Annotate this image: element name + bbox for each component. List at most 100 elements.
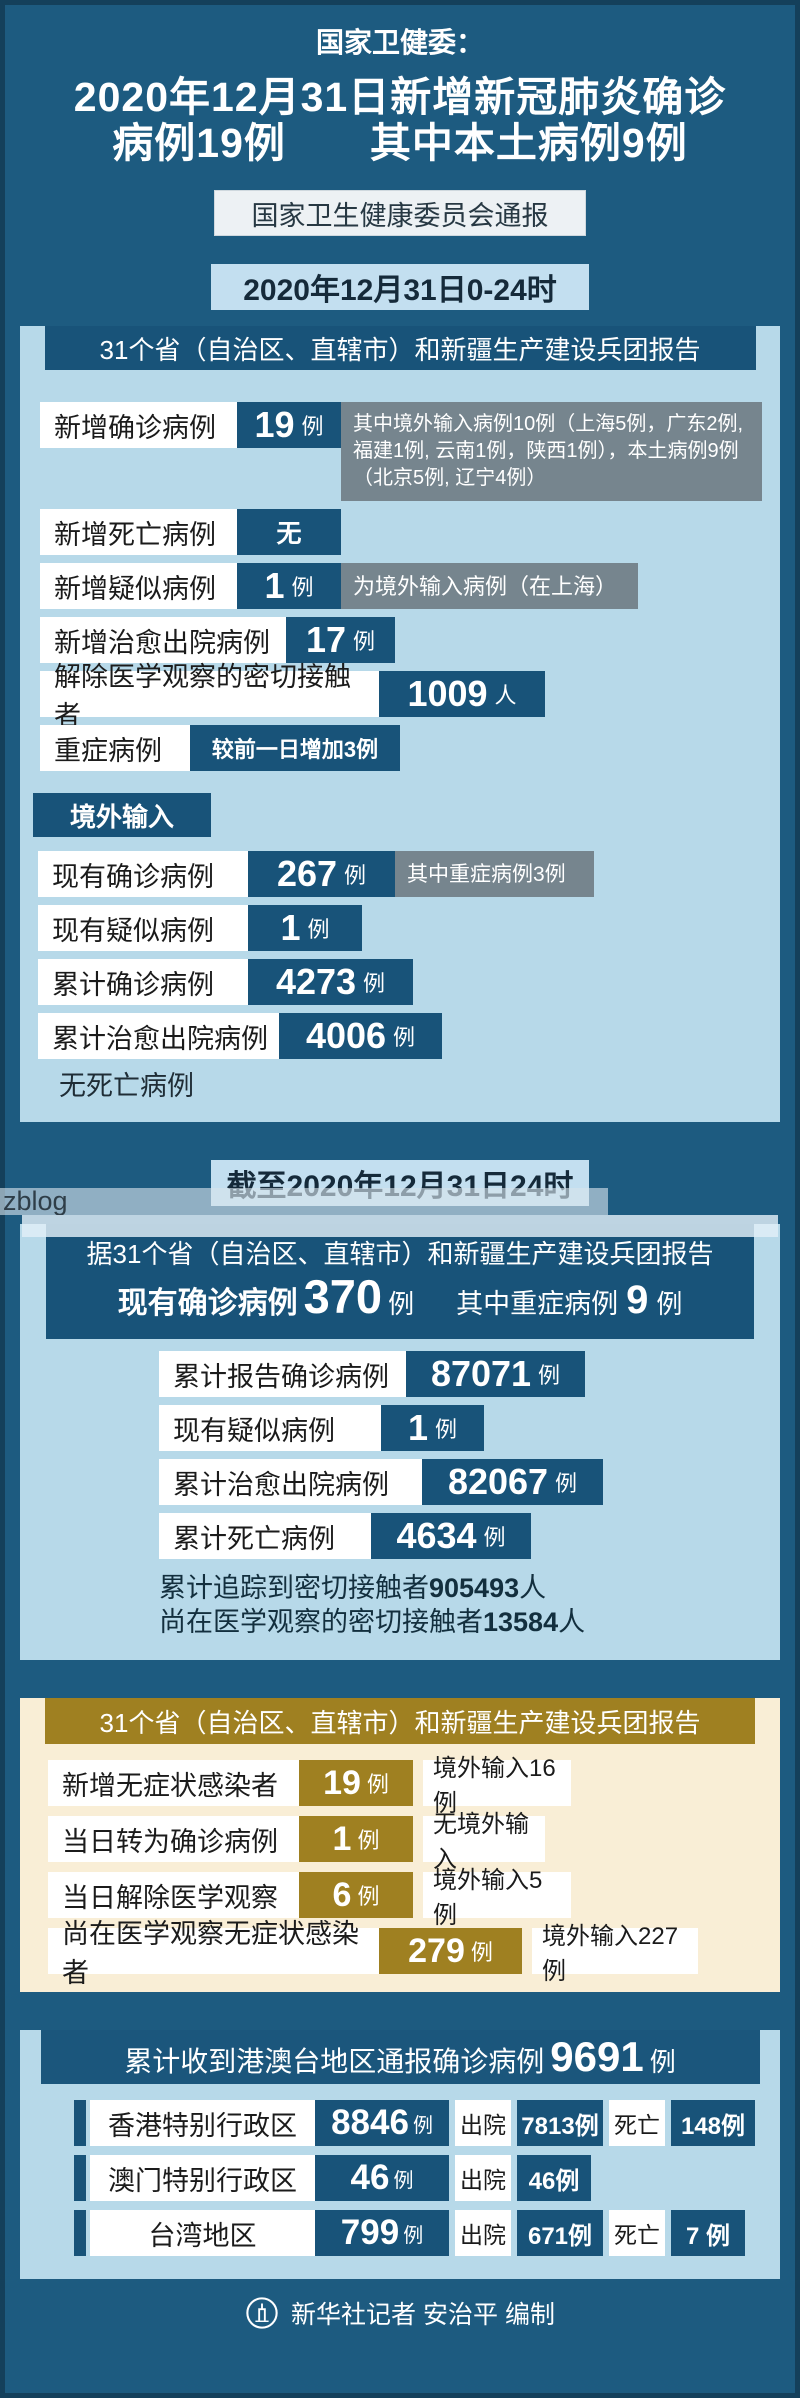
stat-label: 新增确诊病例 (40, 402, 237, 448)
stat-row-new-suspected: 新增疑似病例 1 例 为境外输入病例（在上海） (40, 563, 780, 609)
no-death-note: 无死亡病例 (59, 1071, 194, 1101)
asymptomatic-header: 31个省（自治区、直辖市）和新疆生产建设兵团报告 (45, 1698, 755, 1744)
region-value: 799 例 (315, 2210, 449, 2256)
stat-label: 新增死亡病例 (40, 509, 237, 555)
cumulative-summary-line2: 现有确诊病例 370 例 其中重症病例 9 例 (46, 1272, 754, 1329)
main-title-line1: 2020年12月31日新增新冠肺炎确诊 (73, 74, 727, 120)
stat-row-converted-confirmed: 当日转为确诊病例 1 例 无境外输入 (48, 1811, 780, 1873)
hmt-row-hongkong: 香港特别行政区 8846 例 出院 7813例 死亡 148例 (74, 2100, 780, 2146)
watermark-text: zblog (3, 1186, 68, 1216)
discharged-value: 671例 (517, 2210, 603, 2256)
contact-tracing-lines: 累计追踪到密切接触者905493人 尚在医学观察的密切接触者13584人 (159, 1571, 780, 1659)
deaths-label: 死亡 (609, 2210, 665, 2256)
deaths-value: 7 例 (671, 2210, 745, 2256)
hmt-header: 累计收到港澳台地区通报确诊病例 9691 例 (40, 2030, 760, 2084)
asymptomatic-panel: 31个省（自治区、直辖市）和新疆生产建设兵团报告 新增无症状感染者 19 例 境… (20, 1698, 780, 1992)
stat-unit: 例 (435, 1417, 458, 1442)
stat-row-new-deaths: 新增死亡病例 无 (40, 509, 780, 555)
contact-tracing-line2: 尚在医学观察的密切接触者13584人 (159, 1607, 586, 1637)
imported-cases-tag: 境外输入 (33, 793, 211, 837)
stat-value: 1 例 (237, 563, 341, 609)
stat-note: 其中境外输入病例10例（上海5例，广东2例, 福建1例, 云南1例，陕西1例），… (341, 402, 762, 501)
severe-cases-label: 其中重症病例 (456, 1289, 619, 1319)
stat-value: 19 例 (299, 1760, 413, 1806)
contact-tracing-line1: 累计追踪到密切接触者905493人 (159, 1573, 547, 1603)
hmt-row-macao: 澳门特别行政区 46 例 出院 46例 (74, 2155, 780, 2201)
stat-note: 为境外输入病例（在上海） (341, 563, 638, 609)
row-accent-bar (74, 2210, 86, 2256)
stat-note: 其中重症病例3例 (395, 851, 594, 897)
stat-label: 累计死亡病例 (159, 1513, 371, 1559)
stat-number: 6 (332, 1875, 352, 1914)
region-label: 香港特别行政区 (90, 2100, 315, 2146)
deaths-value: 148例 (671, 2100, 755, 2146)
hmt-header-prefix: 累计收到港澳台地区通报确诊病例 (124, 2046, 545, 2077)
stat-label: 现有疑似病例 (38, 905, 248, 951)
stat-note: 境外输入16例 (423, 1755, 571, 1817)
hmt-row-taiwan: 台湾地区 799 例 出院 671例 死亡 7 例 (74, 2210, 780, 2256)
watermark-band: zblog (0, 1186, 608, 1216)
stat-value: 6 例 (299, 1872, 413, 1918)
row-accent-bar (74, 2100, 86, 2146)
stat-value: 267 例 (248, 851, 395, 897)
stat-value: 1009 人 (379, 671, 545, 717)
stat-row-new-confirmed: 新增确诊病例 19 例 其中境外输入病例10例（上海5例，广东2例, 福建1例,… (40, 402, 780, 501)
stat-unit: 例 (301, 414, 324, 439)
stat-value: 4006 例 (279, 1013, 442, 1059)
stat-label: 解除医学观察的密切接触者 (40, 662, 379, 731)
active-cases-value: 370 (303, 1270, 383, 1323)
stat-unit: 例 (307, 917, 330, 942)
stat-row-cumulative-suspected: 现有疑似病例 1 例 (159, 1405, 780, 1451)
stat-unit: 例 (357, 1884, 380, 1909)
region-value: 8846 例 (315, 2100, 449, 2146)
discharged-label: 出院 (455, 2155, 511, 2201)
stat-unit: 例 (470, 1940, 493, 1965)
stat-label: 新增疑似病例 (40, 563, 237, 609)
stat-unit: 例 (363, 971, 386, 996)
stat-number: 87071 (430, 1353, 532, 1394)
stat-number: 1 (280, 907, 301, 948)
stat-row-new-asymptomatic: 新增无症状感染者 19 例 境外输入16例 (48, 1755, 780, 1817)
stat-label: 新增治愈出院病例 (40, 617, 286, 663)
stat-label: 新增无症状感染者 (48, 1760, 299, 1806)
cumulative-panel: 据31个省（自治区、直辖市）和新疆生产建设兵团报告 现有确诊病例 370 例 其… (20, 1224, 780, 1660)
stat-number: 1 (332, 1819, 352, 1858)
stat-number: 279 (408, 1931, 465, 1970)
stat-number: 1009 (407, 673, 488, 714)
severe-cases-unit: 例 (656, 1289, 683, 1319)
stat-value: 无 (237, 509, 341, 555)
discharged-value: 7813例 (517, 2100, 603, 2146)
daily-report-panel: 31个省（自治区、直辖市）和新疆生产建设兵团报告 新增确诊病例 19 例 其中境… (20, 326, 780, 1122)
stat-value: 82067 例 (422, 1459, 603, 1505)
date-bar-daily: 2020年12月31日0-24时 (211, 264, 589, 310)
stat-note: 境外输入227例 (532, 1923, 698, 1985)
stat-value: 1 例 (299, 1816, 413, 1862)
stat-label: 累计确诊病例 (38, 959, 248, 1005)
daily-report-header: 31个省（自治区、直辖市）和新疆生产建设兵团报告 (44, 326, 756, 370)
stat-label: 当日解除医学观察 (48, 1872, 299, 1918)
stat-row-imported-active: 现有确诊病例 267 例 其中重症病例3例 (38, 851, 780, 897)
stat-row-cumulative-deaths: 累计死亡病例 4634 例 (159, 1513, 780, 1559)
stat-unit: 例 (483, 1525, 506, 1550)
row-accent-bar (74, 2155, 86, 2201)
stat-row-released-today: 当日解除医学观察 6 例 境外输入5例 (48, 1867, 780, 1929)
stat-value: 1 例 (381, 1405, 484, 1451)
stat-label: 累计报告确诊病例 (159, 1351, 406, 1397)
stat-label: 当日转为确诊病例 (48, 1816, 299, 1862)
active-cases-unit: 例 (388, 1289, 415, 1319)
footer-credit-line: 新华社记者 安治平 编制 (0, 2295, 800, 2331)
stat-number: 4634 (396, 1515, 477, 1556)
stat-label: 现有确诊病例 (38, 851, 248, 897)
stat-note: 境外输入5例 (423, 1867, 571, 1929)
stat-unit: 例 (555, 1471, 578, 1496)
stat-label: 累计治愈出院病例 (38, 1013, 279, 1059)
stat-unit: 例 (366, 1772, 389, 1797)
stat-value: 较前一日增加3例 (190, 725, 400, 771)
xinhua-emblem-icon (245, 2296, 279, 2330)
stat-number: 19 (323, 1763, 361, 1802)
stat-number: 19 (254, 404, 295, 445)
stat-row-cumulative-recovered: 累计治愈出院病例 82067 例 (159, 1459, 780, 1505)
stat-row-imported-recovered: 累计治愈出院病例 4006 例 (38, 1013, 780, 1059)
stat-number: 17 (305, 619, 347, 660)
